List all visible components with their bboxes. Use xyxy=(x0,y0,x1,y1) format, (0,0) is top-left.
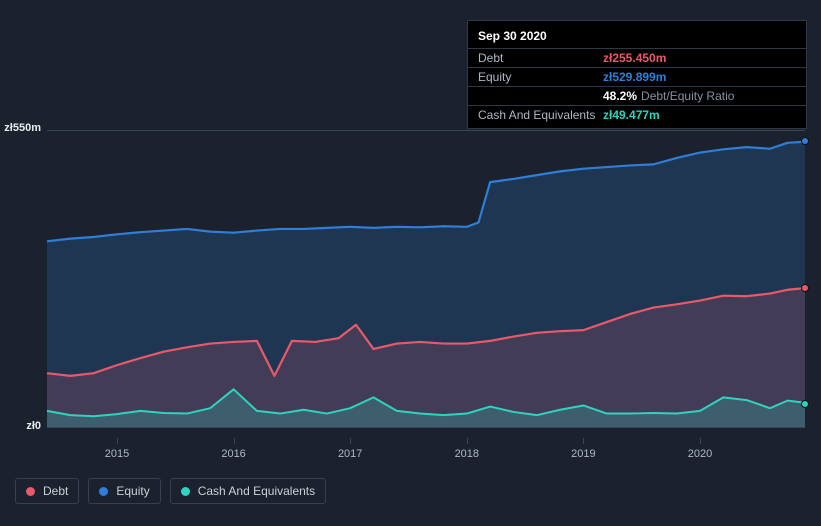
x-tick: 2017 xyxy=(350,438,351,452)
legend-dot-icon xyxy=(26,487,35,496)
x-tick-label: 2015 xyxy=(97,448,137,460)
tooltip-row-suffix: Debt/Equity Ratio xyxy=(641,89,734,103)
tooltip-row-value: zł255.450m xyxy=(603,51,666,65)
end-dot-cash xyxy=(801,400,809,408)
tooltip-row-label xyxy=(478,89,603,103)
tooltip-row: Debtzł255.450m xyxy=(468,48,806,67)
tooltip-row: Cash And Equivalentszł49.477m xyxy=(468,105,806,124)
x-tick-label: 2017 xyxy=(330,448,370,460)
legend-dot-icon xyxy=(99,487,108,496)
end-dot-debt xyxy=(801,284,809,292)
legend-item-label: Debt xyxy=(43,484,68,498)
tooltip-row-label: Debt xyxy=(478,51,603,65)
tooltip-row-label: Cash And Equivalents xyxy=(478,108,603,122)
tooltip-row: 48.2% Debt/Equity Ratio xyxy=(468,86,806,105)
tooltip-date: Sep 30 2020 xyxy=(468,25,806,48)
tooltip-row-value: zł529.899m xyxy=(603,70,666,84)
x-tick-label: 2016 xyxy=(214,448,254,460)
chart-tooltip: Sep 30 2020 Debtzł255.450mEquityzł529.89… xyxy=(467,20,807,129)
tooltip-row-value: zł49.477m xyxy=(603,108,660,122)
tooltip-row-label: Equity xyxy=(478,70,603,84)
legend-dot-icon xyxy=(181,487,190,496)
x-tick-label: 2020 xyxy=(680,448,720,460)
tooltip-row: Equityzł529.899m xyxy=(468,67,806,86)
legend-item-label: Equity xyxy=(116,484,149,498)
x-tick: 2016 xyxy=(234,438,235,452)
x-tick-label: 2019 xyxy=(563,448,603,460)
legend-item-label: Cash And Equivalents xyxy=(198,484,315,498)
x-tick-label: 2018 xyxy=(447,448,487,460)
chart-plot-area[interactable] xyxy=(47,130,805,428)
legend-item-equity[interactable]: Equity xyxy=(88,478,160,504)
x-tick: 2018 xyxy=(467,438,468,452)
chart-series-svg xyxy=(47,131,805,427)
legend-item-cash-and-equivalents[interactable]: Cash And Equivalents xyxy=(170,478,326,504)
legend-item-debt[interactable]: Debt xyxy=(15,478,79,504)
y-axis-label-max: zł550m xyxy=(4,122,41,134)
x-tick: 2015 xyxy=(117,438,118,452)
chart-legend: Debt Equity Cash And Equivalents xyxy=(15,478,326,504)
x-tick: 2019 xyxy=(583,438,584,452)
end-dot-equity xyxy=(801,137,809,145)
y-axis-label-min: zł0 xyxy=(26,420,41,432)
tooltip-row-value: 48.2% xyxy=(603,89,637,103)
x-tick: 2020 xyxy=(700,438,701,452)
